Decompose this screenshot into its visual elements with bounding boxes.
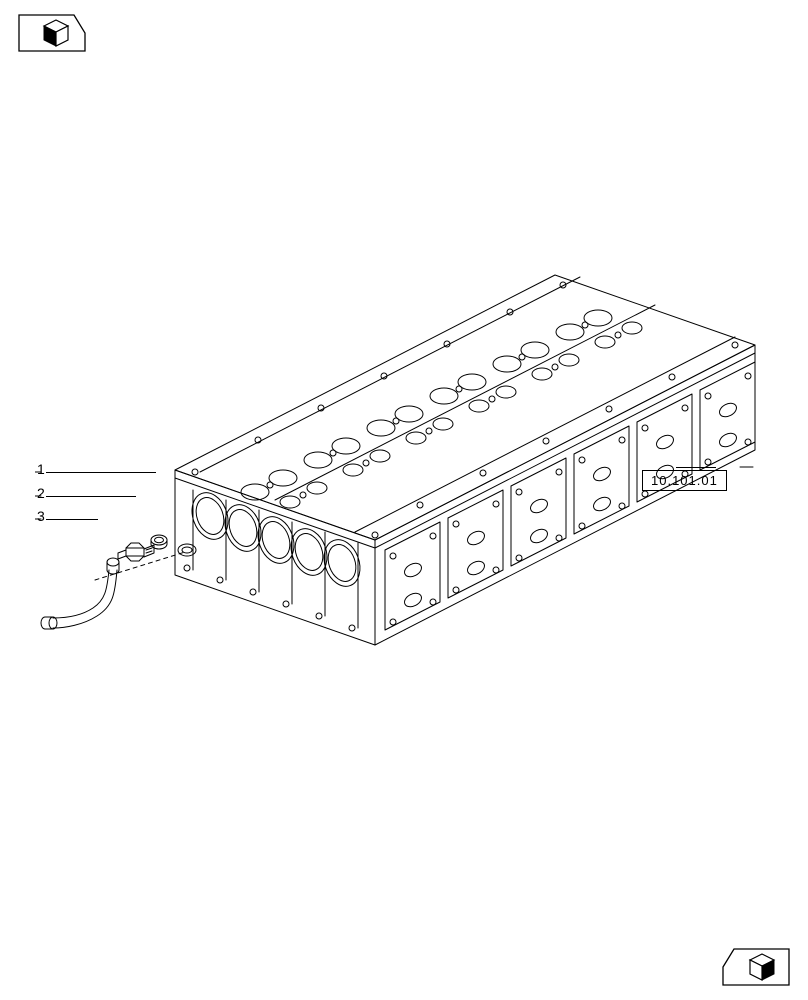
cylinder-head [175, 275, 755, 645]
page-icon-top-left [18, 14, 86, 52]
part-3-elbow-pipe [41, 558, 119, 629]
technical-drawing [35, 240, 775, 670]
page-icon-bottom-right [722, 948, 790, 986]
cube-back-icon [18, 14, 86, 52]
part-2-fitting [118, 543, 154, 561]
diagram-stage: 1 2 3 10.101.01 [0, 0, 808, 1000]
cube-forward-icon [722, 948, 790, 986]
part-1-seal [151, 535, 167, 549]
